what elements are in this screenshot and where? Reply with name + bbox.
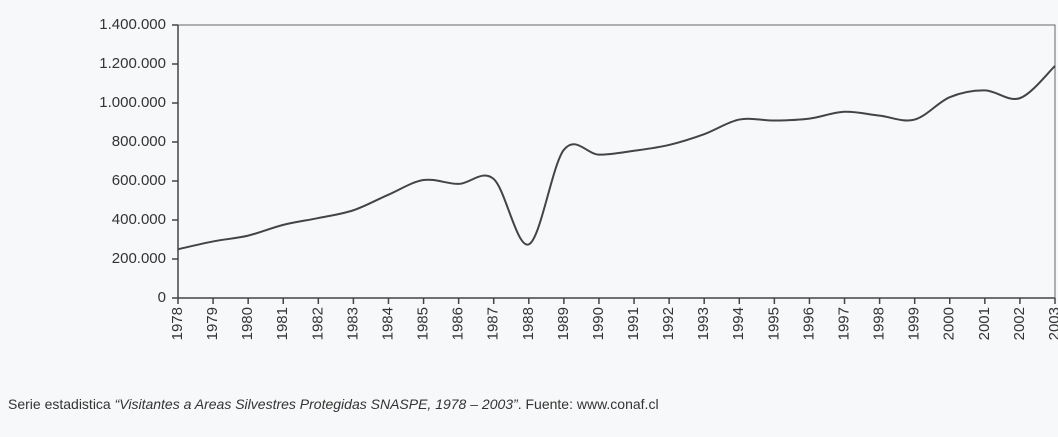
x-tick-label: 2002 bbox=[1011, 307, 1028, 340]
x-tick-label: 1981 bbox=[274, 307, 291, 340]
x-tick-label: 1989 bbox=[555, 307, 572, 340]
y-tick-label: 0 bbox=[158, 289, 166, 306]
x-tick-label: 1985 bbox=[415, 307, 432, 340]
x-tick-label: 1987 bbox=[485, 307, 502, 340]
x-tick-label: 2000 bbox=[941, 307, 958, 340]
x-tick-label: 1988 bbox=[520, 307, 537, 340]
y-tick-label: 200.000 bbox=[112, 250, 166, 267]
x-tick-label: 1999 bbox=[906, 307, 923, 340]
y-tick-label: 600.000 bbox=[112, 172, 166, 189]
y-tick-label: 1.400.000 bbox=[99, 16, 166, 33]
x-tick-label: 1990 bbox=[590, 307, 607, 340]
x-tick-label: 1995 bbox=[765, 307, 782, 340]
x-tick-label: 1994 bbox=[730, 307, 747, 340]
y-tick-label: 400.000 bbox=[112, 211, 166, 228]
x-tick-label: 1993 bbox=[695, 307, 712, 340]
x-tick-label: 1997 bbox=[835, 307, 852, 340]
x-tick-label: 1979 bbox=[204, 307, 221, 340]
x-tick-label: 1980 bbox=[239, 307, 256, 340]
caption-prefix: Serie estadistica bbox=[8, 396, 115, 412]
y-tick-label: 1.200.000 bbox=[99, 55, 166, 72]
y-tick-label: 800.000 bbox=[112, 133, 166, 150]
x-tick-label: 1978 bbox=[169, 307, 186, 340]
x-tick-label: 1992 bbox=[660, 307, 677, 340]
plot-frame bbox=[177, 24, 1056, 299]
x-tick-label: 1983 bbox=[344, 307, 361, 340]
x-tick-label: 1998 bbox=[871, 307, 888, 340]
x-tick-label: 1982 bbox=[309, 307, 326, 340]
x-tick-label: 1996 bbox=[800, 307, 817, 340]
caption-suffix: . Fuente: www.conaf.cl bbox=[518, 396, 659, 412]
x-tick-label: 2001 bbox=[976, 307, 993, 340]
caption: Serie estadistica “Visitantes a Areas Si… bbox=[8, 396, 659, 412]
x-tick-label: 1986 bbox=[450, 307, 467, 340]
data-line bbox=[177, 65, 1056, 251]
caption-title: “Visitantes a Areas Silvestres Protegida… bbox=[115, 396, 519, 412]
x-tick-label: 2003 bbox=[1046, 307, 1058, 340]
y-tick-label: 1.000.000 bbox=[99, 94, 166, 111]
x-tick-label: 1984 bbox=[379, 307, 396, 340]
x-tick-label: 1991 bbox=[625, 307, 642, 340]
